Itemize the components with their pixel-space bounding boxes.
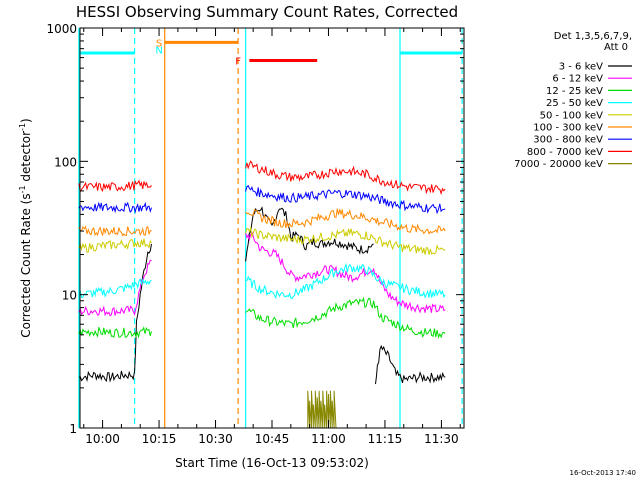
y-tick-label: 1000	[46, 22, 77, 36]
y-tick-label: 1	[69, 422, 77, 436]
x-tick-label: 10:15	[142, 432, 177, 446]
plot-timestamp: 16-Oct-2013 17:40	[570, 469, 636, 477]
x-tick-label: 10:45	[255, 432, 290, 446]
series-line	[245, 226, 446, 255]
y-axis-label: Corrected Count Rate (s-1 detector-1)	[18, 118, 33, 337]
series-line	[245, 231, 446, 314]
series-line	[78, 259, 152, 317]
series-line	[78, 326, 152, 339]
series-line	[78, 277, 152, 299]
x-axis-ticks: 10:00 10:15 10:30 10:45 11:00 11:15 11:30	[83, 28, 461, 446]
y-tick-label: 100	[54, 155, 77, 169]
series-line	[245, 184, 446, 215]
x-tick-label: 11:30	[424, 432, 459, 446]
series-line	[78, 243, 152, 383]
x-tick-label: 10:00	[85, 432, 120, 446]
series-line	[78, 179, 152, 194]
legend-label: 800 - 7000 keV	[527, 147, 603, 158]
legend-label: 6 - 12 keV	[552, 74, 603, 85]
y-label-sup1: -1	[18, 185, 27, 193]
x-axis-label: Start Time (16-Oct-13 09:53:02)	[175, 456, 369, 470]
legend-label: 12 - 25 keV	[546, 86, 603, 97]
x-tick-label: 10:30	[198, 432, 233, 446]
y-label-sup2: -1	[18, 123, 27, 131]
y-axis-ticks: 1 10 100 1000	[46, 22, 464, 436]
legend-header-line1: Det 1,3,5,6,7,9,	[554, 31, 632, 42]
series-line	[375, 344, 446, 385]
series-line	[245, 296, 446, 340]
legend-label: 100 - 300 keV	[533, 123, 603, 134]
y-label-end: )	[19, 118, 33, 123]
attenuator-label: F	[235, 57, 241, 68]
series-line	[78, 201, 152, 214]
x-tick-label: 11:00	[311, 432, 346, 446]
legend-label: 3 - 6 keV	[559, 62, 603, 73]
chart-title: HESSI Observing Summary Count Rates, Cor…	[76, 3, 458, 21]
legend-label: 7000 - 20000 keV	[514, 159, 603, 170]
attenuator-label: S	[156, 38, 162, 49]
series-lines	[78, 160, 446, 429]
series-line	[78, 238, 152, 253]
y-tick-label: 10	[62, 289, 77, 303]
x-tick-label: 11:15	[368, 432, 403, 446]
series-line	[245, 160, 446, 196]
attenuator-bars: S F N	[78, 38, 463, 68]
legend-label: 25 - 50 keV	[546, 98, 603, 109]
attenuator-n-label: N	[155, 45, 162, 56]
series-line	[307, 390, 337, 429]
y-label-main: Corrected Count Rate (s	[19, 193, 33, 337]
series-line	[78, 225, 152, 237]
legend-label: 50 - 100 keV	[540, 110, 604, 121]
legend-header-line2: Att 0	[604, 42, 628, 53]
series-line	[245, 262, 446, 300]
legend-label: 300 - 800 keV	[533, 135, 603, 146]
series-line	[245, 208, 446, 235]
y-label-mid: detector	[19, 131, 33, 186]
